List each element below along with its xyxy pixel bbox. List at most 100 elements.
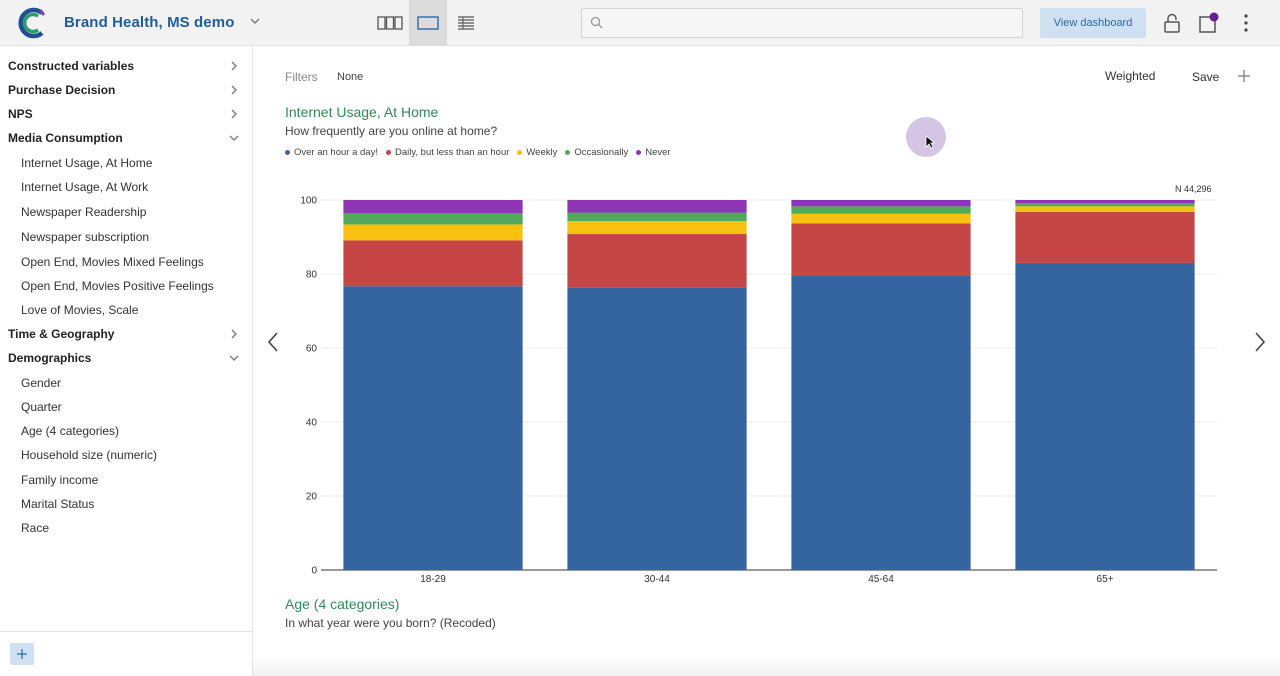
sidebar-item-label: NPS [8, 107, 33, 121]
next-variable-subtitle: In what year were you born? (Recoded) [285, 616, 496, 630]
filters-value[interactable]: None [337, 71, 364, 83]
add-variable-button[interactable] [10, 643, 34, 665]
app-title[interactable]: Brand Health, MS demo [64, 14, 235, 31]
bar-segment[interactable] [343, 213, 523, 225]
sidebar-item-love-of-movies[interactable]: Love of Movies, Scale [0, 298, 252, 322]
view-columns-button[interactable] [371, 0, 409, 46]
save-button[interactable]: Save [1192, 70, 1220, 84]
previous-arrow-icon[interactable] [264, 330, 282, 354]
next-arrow-icon[interactable] [1251, 330, 1269, 354]
chevron-down-icon [229, 135, 239, 141]
bar-segment[interactable] [567, 200, 747, 213]
sidebar-item-household-size[interactable]: Household size (numeric) [0, 443, 252, 467]
weighted-toggle[interactable]: Weighted [1105, 69, 1156, 83]
legend-swatch [636, 150, 642, 155]
bar-segment[interactable] [791, 213, 971, 224]
bar-segment[interactable] [1015, 211, 1195, 263]
bar-segment[interactable] [791, 275, 971, 570]
search-input[interactable] [581, 8, 1023, 38]
sidebar-group-demographics[interactable]: Demographics [0, 346, 252, 370]
sidebar-item-label: Marital Status [21, 497, 95, 511]
notifications-icon[interactable] [1198, 12, 1220, 34]
sidebar-item-movies-mixed[interactable]: Open End, Movies Mixed Feelings [0, 250, 252, 274]
bar-segment[interactable] [343, 286, 523, 570]
sidebar-item-label: Age (4 categories) [21, 424, 120, 438]
view-dashboard-button[interactable]: View dashboard [1040, 8, 1146, 38]
filters-label: Filters [285, 70, 318, 84]
bar-segment[interactable] [567, 234, 747, 288]
sidebar-footer [0, 631, 252, 676]
sidebar-group-media-consumption[interactable]: Media Consumption [0, 126, 252, 150]
bar-segment[interactable] [1015, 262, 1195, 570]
sidebar-item-label: Demographics [8, 351, 92, 365]
view-single-button[interactable] [409, 0, 447, 46]
sidebar-item-label: Internet Usage, At Home [21, 156, 153, 170]
more-vertical-icon[interactable] [1235, 12, 1257, 34]
sidebar-group-nps[interactable]: NPS [0, 102, 252, 126]
legend-label: Weekly [526, 147, 558, 158]
bar-segment[interactable] [567, 287, 747, 570]
bar-segment[interactable] [791, 223, 971, 276]
x-tick-label: 65+ [1097, 574, 1114, 585]
y-tick-label: 100 [300, 196, 317, 207]
sidebar-item-newspaper-subscription[interactable]: Newspaper subscription [0, 225, 252, 249]
sidebar-group-time-geography[interactable]: Time & Geography [0, 322, 252, 346]
sidebar-item-internet-usage-home[interactable]: Internet Usage, At Home [0, 151, 252, 175]
sidebar-group-purchase-decision[interactable]: Purchase Decision [0, 78, 252, 102]
lock-icon[interactable] [1161, 12, 1183, 34]
y-tick-label: 20 [306, 492, 318, 503]
x-tick-label: 45-64 [868, 574, 894, 585]
chart-title[interactable]: Internet Usage, At Home [285, 104, 439, 120]
legend-item[interactable]: Daily, but less than an hour [385, 147, 510, 158]
view-table-button[interactable] [447, 0, 485, 46]
chevron-right-icon [231, 329, 237, 339]
sidebar-item-marital-status[interactable]: Marital Status [0, 492, 252, 516]
legend-label: Never [645, 147, 671, 158]
sidebar-item-family-income[interactable]: Family income [0, 468, 252, 492]
sidebar-item-movies-positive[interactable]: Open End, Movies Positive Feelings [0, 274, 252, 298]
bar-segment[interactable] [791, 206, 971, 214]
legend-item[interactable]: Weekly [517, 147, 557, 158]
sidebar-item-label: Family income [21, 473, 99, 487]
bar-segment[interactable] [1015, 206, 1195, 212]
sidebar-item-label: Quarter [21, 400, 62, 414]
bar-segment[interactable] [343, 224, 523, 241]
columns-icon [377, 16, 403, 30]
bar-segment[interactable] [343, 200, 523, 214]
legend-item[interactable]: Never [636, 147, 671, 158]
sidebar-item-gender[interactable]: Gender [0, 371, 252, 395]
sidebar-item-internet-usage-work[interactable]: Internet Usage, At Work [0, 175, 252, 199]
single-view-icon [417, 16, 439, 30]
table-icon [458, 16, 474, 30]
sidebar-item-label: Time & Geography [8, 327, 115, 341]
legend-label: Daily, but less than an hour [394, 147, 510, 158]
legend-swatch [385, 150, 391, 155]
legend-item[interactable]: Over an hour a day! [285, 147, 378, 158]
add-icon[interactable] [1237, 69, 1251, 83]
bar-segment[interactable] [343, 240, 523, 287]
sidebar-item-label: Purchase Decision [8, 83, 116, 97]
sidebar-item-quarter[interactable]: Quarter [0, 395, 252, 419]
chevron-down-icon[interactable] [248, 14, 262, 28]
bar-segment[interactable] [567, 221, 747, 235]
bar-segment[interactable] [1015, 203, 1195, 207]
sidebar-group-constructed-variables[interactable]: Constructed variables [0, 54, 252, 78]
chevron-right-icon [231, 61, 237, 71]
legend-swatch [285, 150, 290, 155]
legend-label: Occasionally [574, 147, 629, 158]
sidebar-item-label: Open End, Movies Positive Feelings [21, 279, 214, 293]
legend-swatch [565, 150, 571, 155]
legend-item[interactable]: Occasionally [565, 147, 628, 158]
sidebar-item-label: Open End, Movies Mixed Feelings [21, 255, 204, 269]
bar-segment[interactable] [791, 200, 971, 207]
y-tick-label: 40 [306, 418, 318, 429]
bar-segment[interactable] [567, 212, 747, 222]
next-variable-title[interactable]: Age (4 categories) [285, 596, 400, 612]
sidebar-item-newspaper-readership[interactable]: Newspaper Readership [0, 200, 252, 224]
sidebar-item-age[interactable]: Age (4 categories) [0, 419, 252, 443]
bar-segment[interactable] [1015, 200, 1195, 204]
sidebar-item-race[interactable]: Race [0, 516, 252, 540]
legend-label: Over an hour a day! [294, 147, 378, 158]
app-logo-icon[interactable] [16, 6, 48, 40]
chevron-down-icon [229, 355, 239, 361]
